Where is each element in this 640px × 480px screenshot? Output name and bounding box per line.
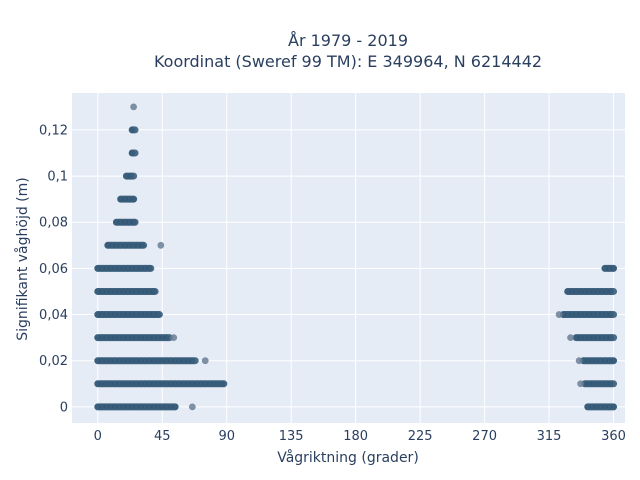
data-point [150,288,157,295]
plot-area [72,93,625,423]
data-point [157,241,165,249]
x-tick-label: 90 [218,429,235,444]
y-axis-title: Signifikant våghöjd (m) [14,177,31,340]
data-point [170,334,178,342]
data-point [154,311,162,318]
x-tick-label: 360 [601,429,626,444]
y-tick-label: 0,04 [39,308,68,323]
x-tick-label: 0 [94,429,102,444]
data-point [610,265,617,272]
data-points [94,103,618,411]
data-point [567,334,574,342]
y-tick-labels: 0 0,02 0,04 0,06 0,08 0,1 0,12 [39,123,68,415]
chart-title-line2: Koordinat (Sweref 99 TM): E 349964, N 62… [154,52,542,71]
x-axis-title: Vågriktning (grader) [277,449,419,466]
data-point [610,357,617,364]
data-point [607,334,614,341]
data-point [188,403,196,411]
data-point [555,311,563,318]
data-point [146,265,153,272]
data-point [128,149,136,157]
data-point [189,357,196,364]
y-tick-label: 0,02 [39,354,68,369]
data-point [171,403,179,411]
y-tick-label: 0,12 [39,123,68,138]
x-tick-label: 135 [279,429,304,444]
data-point [607,288,614,295]
data-point [577,380,584,388]
y-tick-label: 0,1 [47,170,68,185]
y-tick-label: 0 [60,400,68,415]
data-point [138,242,146,249]
data-point [130,218,137,226]
chart-title-line1: År 1979 - 2019 [288,31,408,50]
data-point [163,334,170,341]
x-tick-labels: 0 45 90 135 180 225 270 315 360 [94,429,626,444]
y-tick-label: 0,06 [39,262,68,277]
data-point [201,357,209,365]
data-point [219,380,226,388]
x-tick-label: 315 [537,429,562,444]
x-tick-label: 180 [343,429,368,444]
data-point [607,311,614,318]
data-point [575,357,583,365]
x-tick-label: 225 [408,429,433,444]
data-point [610,403,617,411]
x-tick-label: 270 [472,429,497,444]
data-point [607,380,614,388]
data-point [128,126,136,134]
x-tick-label: 45 [154,429,171,444]
data-point [130,195,137,203]
data-point [130,103,138,111]
data-point [127,172,135,180]
y-tick-label: 0,08 [39,216,68,231]
